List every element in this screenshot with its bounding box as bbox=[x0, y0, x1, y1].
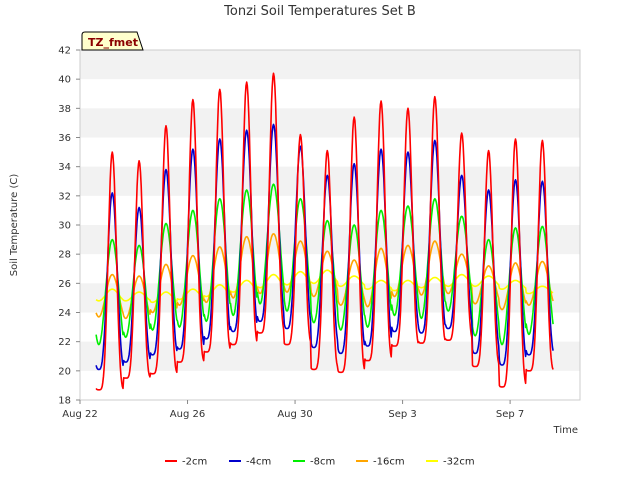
x-tick-label: Sep 7 bbox=[496, 409, 524, 420]
legend-label: -2cm bbox=[182, 457, 207, 468]
legend-label: -16cm bbox=[373, 457, 405, 468]
y-tick-label: 28 bbox=[58, 250, 71, 261]
legend-item: -16cm bbox=[356, 457, 405, 468]
y-tick-label: 26 bbox=[58, 279, 71, 290]
legend-item: -4cm bbox=[229, 457, 271, 468]
y-tick-label: 42 bbox=[58, 46, 71, 57]
x-tick-label: Sep 3 bbox=[388, 409, 416, 420]
legend-label: -32cm bbox=[443, 457, 475, 468]
background-band bbox=[80, 108, 580, 138]
y-tick-label: 30 bbox=[58, 221, 71, 232]
series-lines bbox=[95, 72, 554, 391]
x-axis-title: Time bbox=[553, 425, 578, 436]
y-axis-title: Soil Temperature (C) bbox=[9, 174, 20, 277]
chart-title: Tonzi Soil Temperatures Set B bbox=[223, 4, 416, 19]
legend-label: -8cm bbox=[310, 457, 335, 468]
y-axis-ticks: 18 20 22 24 26 28 30 32 34 36 38 40 42 bbox=[58, 46, 80, 407]
y-tick-label: 36 bbox=[58, 133, 71, 144]
y-tick-label: 20 bbox=[58, 366, 71, 377]
y-tick-label: 22 bbox=[58, 337, 71, 348]
y-tick-label: 40 bbox=[58, 75, 71, 86]
badge-label: TZ_fmet bbox=[88, 36, 138, 49]
y-tick-label: 34 bbox=[58, 162, 71, 173]
legend-item: -8cm bbox=[293, 457, 335, 468]
legend-item: -2cm bbox=[165, 457, 207, 468]
legend-label: -4cm bbox=[246, 457, 271, 468]
legend: -2cm -4cm -8cm -16cm -32cm bbox=[165, 457, 475, 468]
x-tick-label: Aug 30 bbox=[277, 409, 312, 420]
x-axis-ticks: Aug 22 Aug 26 Aug 30 Sep 3 Sep 7 bbox=[62, 400, 524, 420]
legend-item: -32cm bbox=[426, 457, 475, 468]
x-tick-label: Aug 22 bbox=[62, 409, 97, 420]
y-tick-label: 18 bbox=[58, 396, 71, 407]
background-band bbox=[80, 50, 580, 80]
y-tick-label: 38 bbox=[58, 104, 71, 115]
y-tick-label: 32 bbox=[58, 191, 71, 202]
badge-shape bbox=[81, 31, 144, 51]
station-badge: TZ_fmet bbox=[81, 31, 144, 51]
x-tick-label: Aug 26 bbox=[170, 409, 205, 420]
y-tick-label: 24 bbox=[58, 308, 71, 319]
series-line-minus-2cm bbox=[95, 72, 554, 391]
